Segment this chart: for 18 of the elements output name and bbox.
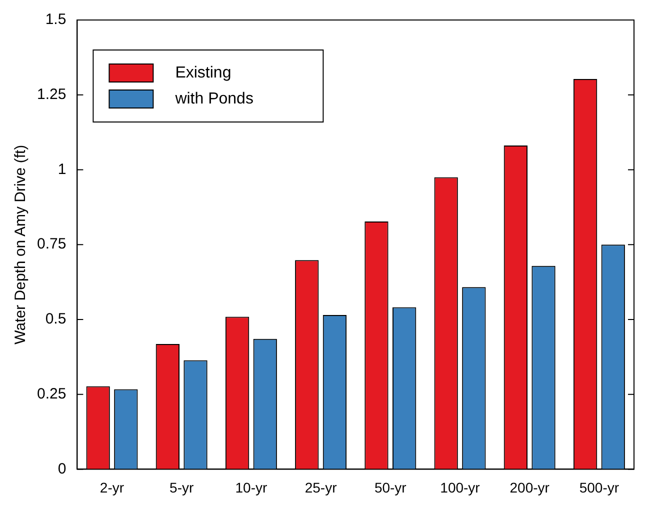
x-tick-label: 50-yr [374,479,407,496]
y-tick-label: 1 [58,160,66,178]
x-tick-label: 200-yr [510,479,550,496]
y-tick-label: 1.5 [45,11,66,28]
y-axis-title: Water Depth on Amy Drive (ft) [12,144,30,344]
y-tick-label: 0.25 [36,385,66,402]
legend-label: Existing [175,64,232,82]
y-tick-label: 0 [58,460,66,478]
y-tick-label: 1.25 [36,86,66,104]
x-tick-label: 25-yr [304,479,338,496]
x-tick-label: 2-yr [100,479,124,496]
x-tick-label: 10-yr [235,479,268,496]
x-tick-label: 100-yr [440,479,480,496]
y-tick-label: 0.5 [45,310,66,328]
x-tick-label: 500-yr [579,479,620,496]
y-tick-label: 0.75 [36,236,66,253]
legend-label: with Ponds [174,90,254,108]
x-tick-label: 5-yr [170,479,194,496]
